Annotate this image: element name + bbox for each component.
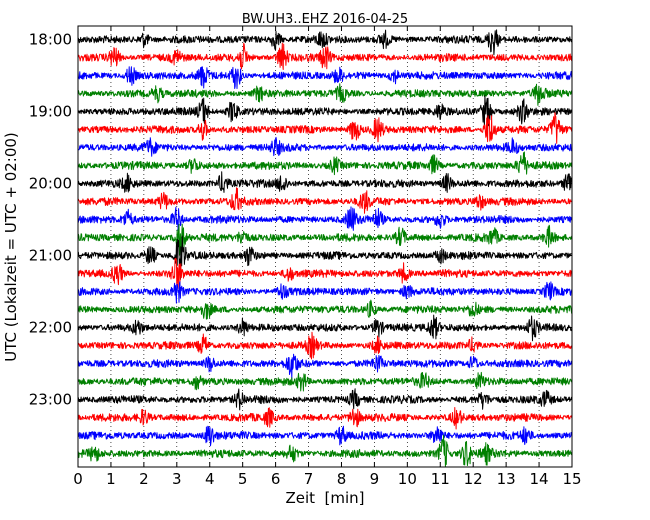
trace-2145 [77, 299, 573, 320]
trace-2115 [77, 257, 573, 290]
y-tick-label: 23:00 [29, 391, 72, 409]
y-tick-label: 21:00 [29, 247, 72, 265]
trace-2330 [77, 425, 573, 447]
trace-2315 [77, 407, 573, 430]
y-tick-label: 18:00 [29, 31, 72, 49]
y-tick-label: 19:00 [29, 103, 72, 121]
y-tick-label: 22:00 [29, 319, 72, 337]
x-tick-label: 4 [205, 470, 215, 488]
trace-1930 [77, 136, 573, 157]
trace-layer [77, 29, 573, 467]
trace-2230 [77, 353, 573, 381]
trace-2245 [77, 371, 573, 392]
trace-2000 [77, 171, 573, 193]
x-tick-label: 9 [370, 470, 380, 488]
trace-1945 [77, 151, 573, 176]
x-tick-label: 12 [464, 470, 483, 488]
trace-1900 [77, 95, 573, 130]
y-axis-label: UTC (Lokalzeit = UTC + 02:00) [2, 132, 20, 362]
x-tick-label: 13 [497, 470, 516, 488]
y-axis: 18:00 19:00 20:00 21:00 22:00 23:00 [29, 31, 572, 409]
trace-1915 [77, 112, 573, 144]
plot-frame [77, 25, 573, 468]
trace-2215 [77, 331, 573, 360]
x-tick-label: 15 [562, 470, 581, 488]
x-axis-label: Zeit [min] [285, 489, 364, 507]
x-tick-label: 6 [271, 470, 281, 488]
x-tick-label: 8 [337, 470, 347, 488]
x-axis: 0 1 2 3 4 5 6 7 8 9 10 11 12 13 14 15 [73, 26, 582, 488]
trace-1845 [77, 83, 573, 106]
trace-2345 [77, 434, 573, 467]
x-tick-label: 11 [431, 470, 450, 488]
x-tick-label: 5 [238, 470, 248, 488]
trace-1830 [77, 66, 573, 89]
y-tick-label: 20:00 [29, 175, 72, 193]
trace-2100 [77, 235, 573, 280]
trace-1815 [77, 42, 573, 70]
trace-2200 [77, 314, 573, 342]
x-tick-label: 14 [530, 470, 549, 488]
trace-2015 [77, 187, 573, 214]
x-tick-label: 1 [106, 470, 116, 488]
x-tick-label: 0 [73, 470, 83, 488]
x-tick-label: 3 [172, 470, 182, 488]
trace-2130 [77, 281, 573, 304]
x-tick-label: 10 [398, 470, 417, 488]
trace-1800 [77, 29, 573, 56]
x-tick-label: 2 [139, 470, 149, 488]
trace-2030 [77, 206, 573, 231]
x-tick-label: 7 [304, 470, 314, 488]
trace-2300 [77, 388, 573, 411]
trace-2045 [77, 223, 573, 256]
chart-title: BW.UH3..EHZ 2016-04-25 [242, 12, 408, 27]
